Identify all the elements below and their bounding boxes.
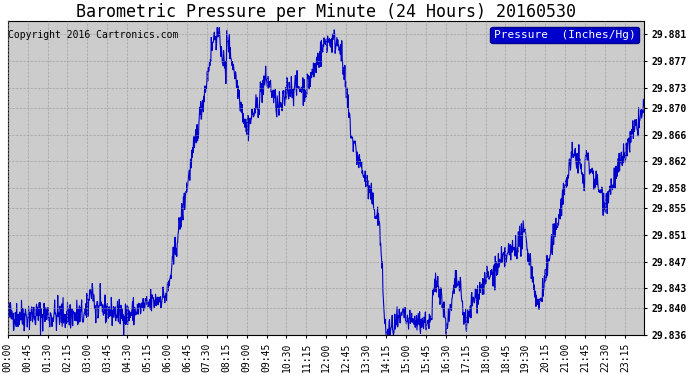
Text: Copyright 2016 Cartronics.com: Copyright 2016 Cartronics.com [8,30,179,40]
Title: Barometric Pressure per Minute (24 Hours) 20160530: Barometric Pressure per Minute (24 Hours… [76,3,576,21]
Legend: Pressure  (Inches/Hg): Pressure (Inches/Hg) [491,27,639,43]
